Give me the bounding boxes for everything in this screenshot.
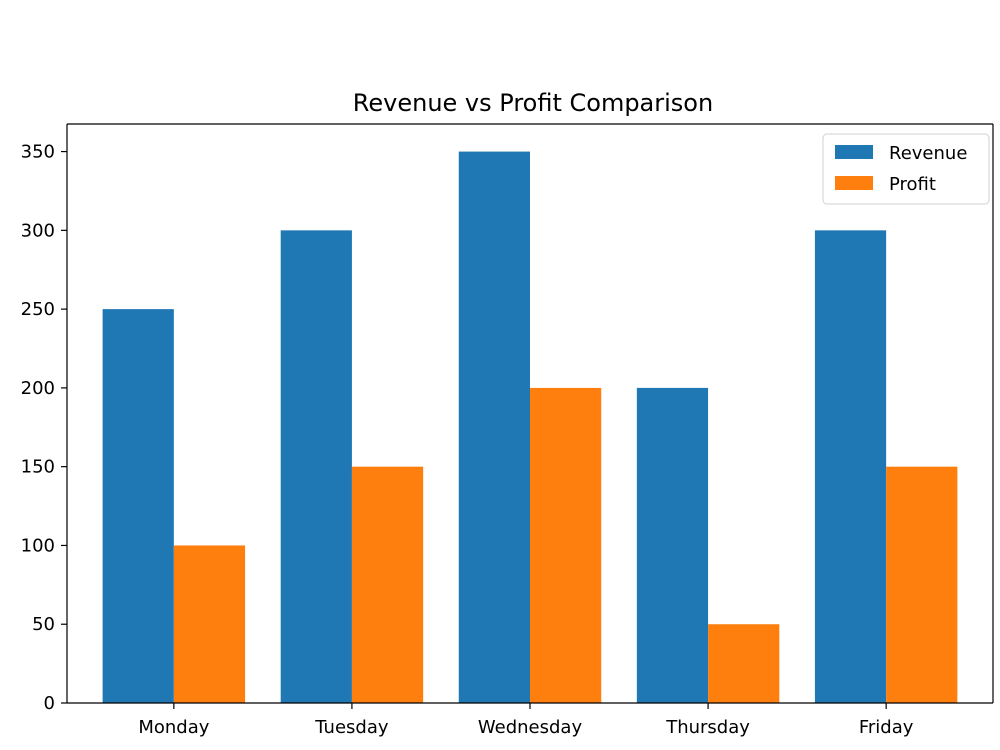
legend: Revenue Profit: [822, 133, 990, 205]
y-tick-label: 250: [21, 299, 55, 320]
bar-profit-tuesday: [351, 466, 424, 703]
x-tick-label: Tuesday: [314, 717, 389, 738]
chart-title: Revenue vs Profit Comparison: [353, 89, 713, 117]
bar-profit-thursday: [708, 624, 780, 703]
bar-revenue-thursday: [636, 387, 709, 703]
y-tick-label: 100: [21, 535, 55, 556]
bar-profit-friday: [886, 466, 958, 703]
y-axis-ticks: 0 50 100 150 200 250 300 350: [21, 142, 67, 714]
legend-label-profit: Profit: [889, 174, 936, 195]
bar-revenue-tuesday: [280, 230, 352, 704]
bar-profit-wednesday: [530, 387, 602, 703]
y-tick-label: 350: [21, 142, 55, 163]
legend-label-revenue: Revenue: [889, 143, 967, 164]
y-tick-label: 50: [32, 614, 55, 635]
y-tick-label: 0: [44, 693, 55, 714]
bar-profit-monday: [173, 545, 246, 703]
bar-revenue-monday: [102, 309, 174, 703]
y-tick-label: 150: [21, 457, 55, 478]
legend-swatch-revenue: [835, 145, 873, 159]
x-tick-label: Thursday: [665, 717, 750, 738]
bar-revenue-friday: [814, 230, 887, 704]
legend-swatch-profit: [835, 176, 873, 190]
x-tick-label: Wednesday: [478, 717, 583, 738]
y-tick-label: 300: [21, 220, 55, 241]
x-tick-label: Monday: [138, 717, 209, 738]
y-tick-label: 200: [21, 378, 55, 399]
axes-group: [66, 123, 994, 704]
bar-revenue-wednesday: [458, 151, 530, 704]
x-tick-label: Friday: [859, 717, 914, 738]
x-axis-ticks: Monday Tuesday Wednesday Thursday Friday: [138, 703, 914, 738]
bars-group: [102, 151, 958, 704]
